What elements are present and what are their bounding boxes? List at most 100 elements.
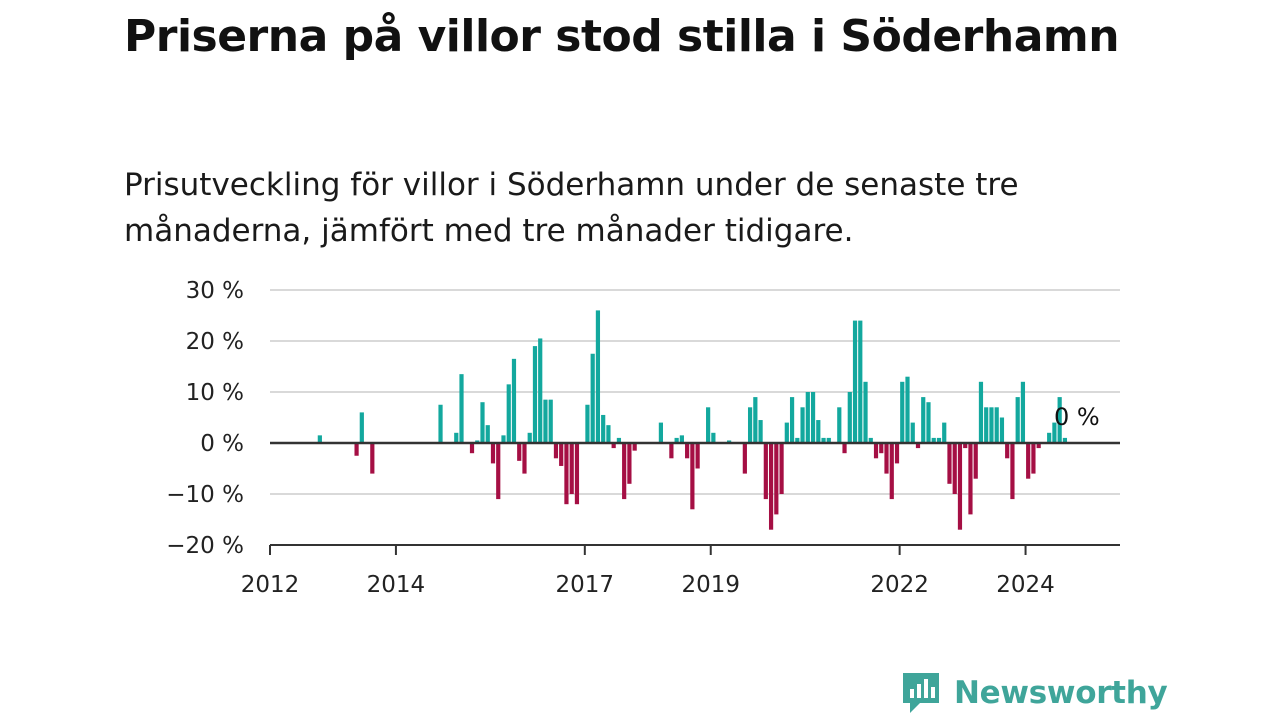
bar: [454, 432, 459, 443]
bar: [317, 435, 322, 443]
y-axis-labels: 30 % 20 % 10 % 0 % −10 % −20 %: [166, 278, 244, 559]
bar: [968, 443, 973, 515]
bar: [354, 443, 359, 456]
bar: [947, 443, 952, 484]
bar: [532, 346, 538, 443]
x-tick-label: 2019: [681, 572, 740, 598]
bar: [569, 443, 574, 494]
bar: [370, 443, 375, 474]
bar: [963, 443, 968, 449]
chart-title: Priserna på villor stod stilla i Söderha…: [124, 11, 1120, 62]
bar: [789, 397, 795, 443]
axes: [269, 441, 1120, 555]
bar: [522, 443, 527, 474]
bar: [727, 440, 732, 443]
bar: [1005, 443, 1010, 459]
bar: [753, 397, 758, 443]
bar: [805, 392, 810, 443]
bar: [669, 443, 674, 459]
bar: [905, 376, 910, 443]
bar: [1047, 432, 1052, 443]
bar: [1010, 443, 1015, 500]
bar: [795, 437, 800, 443]
bar: [768, 443, 774, 530]
bar: [994, 407, 999, 443]
bar: [559, 443, 564, 466]
bar: [926, 402, 931, 443]
bar: [779, 443, 784, 494]
brand-name: Newsworthy: [954, 675, 1168, 711]
bar: [910, 422, 915, 443]
bar: [989, 407, 994, 443]
newsworthy-logo-icon: [903, 673, 939, 713]
brand: Newsworthy: [900, 668, 1168, 718]
bar: [1015, 397, 1020, 443]
bar: [1057, 397, 1062, 443]
chart-subtitle: Prisutveckling för villor i Söderhamn un…: [124, 167, 1019, 249]
bar: [915, 443, 921, 449]
bar: [685, 443, 690, 459]
bar: [763, 443, 768, 500]
bar: [884, 443, 889, 474]
x-tick-label: 2022: [870, 572, 929, 598]
y-tick-label: 0 %: [200, 431, 244, 457]
bar: [517, 443, 522, 461]
bar: [485, 425, 490, 443]
bar: [585, 404, 590, 443]
bar: [800, 407, 805, 443]
bar: [826, 437, 831, 443]
bar: [564, 443, 569, 505]
bar: [1031, 443, 1036, 474]
bar: [852, 320, 858, 443]
x-tick-label: 2024: [996, 572, 1055, 598]
bar: [1020, 381, 1026, 443]
bar: [459, 374, 464, 443]
bar: [695, 443, 700, 469]
bar: [873, 443, 879, 459]
bar: [894, 443, 900, 464]
bar: [496, 443, 501, 500]
bar: [936, 437, 942, 443]
bar: [900, 381, 905, 443]
bar: [538, 338, 543, 443]
bar: [590, 353, 595, 443]
x-axis-labels: 2012 2014 2017 2019 2022 2024: [241, 572, 1055, 598]
x-tick-label: 2012: [241, 572, 300, 598]
bar: [359, 412, 364, 443]
bar: [616, 437, 622, 443]
bar: [837, 407, 842, 443]
bar: [595, 310, 601, 443]
bar: [506, 384, 511, 443]
bar: [469, 443, 475, 454]
bar: [1062, 437, 1068, 443]
bar: [984, 407, 989, 443]
bar: [747, 407, 753, 443]
bar: [543, 399, 548, 443]
bar: [490, 443, 496, 464]
bar: [690, 443, 695, 510]
last-value-label: 0 %: [1054, 403, 1100, 431]
bars: [317, 310, 1068, 530]
bar: [527, 432, 532, 443]
bar: [957, 443, 963, 530]
y-tick-label: −20 %: [166, 533, 244, 559]
grid-lines: [270, 289, 1120, 495]
bar: [784, 422, 789, 443]
bar: [438, 404, 443, 443]
bar: [863, 381, 868, 443]
y-tick-label: 30 %: [186, 278, 244, 304]
bar: [921, 397, 926, 443]
bar: [999, 417, 1005, 443]
bar: [480, 402, 485, 443]
bar: [810, 392, 816, 443]
bar: [706, 407, 711, 443]
bar: [978, 381, 984, 443]
bar: [952, 443, 957, 494]
x-tick-label: 2014: [367, 572, 426, 598]
bar: [1052, 422, 1057, 443]
bar: [942, 422, 947, 443]
bar: [742, 443, 747, 474]
bar: [1026, 443, 1031, 479]
bar: [658, 422, 663, 443]
x-tick-label: 2017: [556, 572, 615, 598]
